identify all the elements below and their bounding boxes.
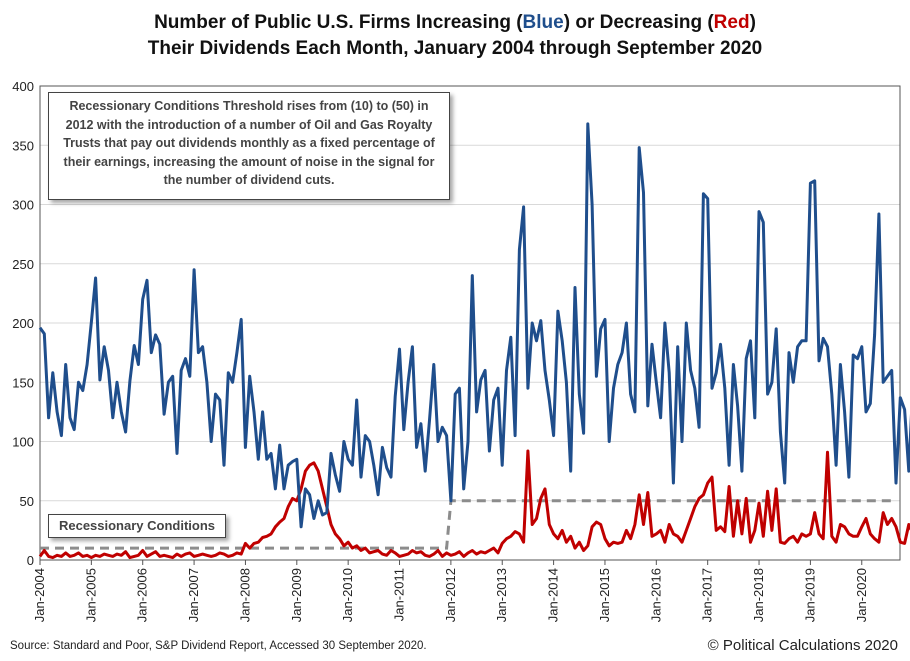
x-tick-label: Jan-2006 <box>135 568 150 622</box>
chart-title-line2: Their Dividends Each Month, January 2004… <box>147 38 763 59</box>
chart-title: Number of Public U.S. Firms Increasing (… <box>0 10 910 62</box>
x-tick-label: Jan-2008 <box>237 568 252 622</box>
x-tick-label: Jan-2014 <box>546 568 561 622</box>
y-tick-label: 50 <box>20 494 34 509</box>
plot-border <box>39 85 901 561</box>
x-axis-ticks: Jan-2004 Jan-2005 Jan-2006 Jan-2007 Jan-2008… <box>32 560 869 622</box>
x-tick-label: Jan-2020 <box>854 568 869 622</box>
x-tick-label: Jan-2015 <box>597 568 612 622</box>
series-increasing-line <box>38 122 910 529</box>
y-tick-label: 250 <box>12 257 34 272</box>
x-tick-label: Jan-2012 <box>443 568 458 622</box>
x-tick-label: Jan-2013 <box>494 568 509 622</box>
series-decreasing-line <box>38 449 910 560</box>
x-tick-label: Jan-2004 <box>32 568 47 622</box>
x-tick-label: Jan-2005 <box>83 568 98 622</box>
x-tick-label: Jan-2009 <box>289 568 304 622</box>
y-tick-label: 400 <box>12 79 34 94</box>
y-tick-label: 300 <box>12 198 34 213</box>
x-tick-label: Jan-2007 <box>186 568 201 622</box>
title-blue-word: Blue <box>522 12 564 33</box>
y-axis-ticks: 0 50 100 150 200 250 300 350 400 <box>12 79 34 568</box>
y-tick-label: 0 <box>27 553 34 568</box>
source-note: Source: Standard and Poor, S&P Dividend … <box>10 640 427 652</box>
series-layer <box>38 122 910 560</box>
x-tick-label: Jan-2016 <box>648 568 663 622</box>
x-tick-label: Jan-2019 <box>802 568 817 622</box>
recessionary-conditions-label: Recessionary Conditions <box>48 514 226 538</box>
y-tick-label: 100 <box>12 435 34 450</box>
x-tick-label: Jan-2011 <box>392 568 407 621</box>
chart-title-line1: Number of Public U.S. Firms Increasing (… <box>154 12 756 33</box>
y-tick-label: 200 <box>12 316 34 331</box>
y-tick-label: 350 <box>12 138 34 153</box>
x-tick-label: Jan-2017 <box>700 568 715 622</box>
title-red-word: Red <box>713 12 750 33</box>
x-tick-label: Jan-2018 <box>751 568 766 622</box>
copyright-credit: © Political Calculations 2020 <box>707 637 898 654</box>
plot-frame <box>39 85 901 561</box>
y-tick-label: 150 <box>12 375 34 390</box>
threshold-annotation: Recessionary Conditions Threshold rises … <box>48 92 450 200</box>
x-tick-label: Jan-2010 <box>340 568 355 622</box>
